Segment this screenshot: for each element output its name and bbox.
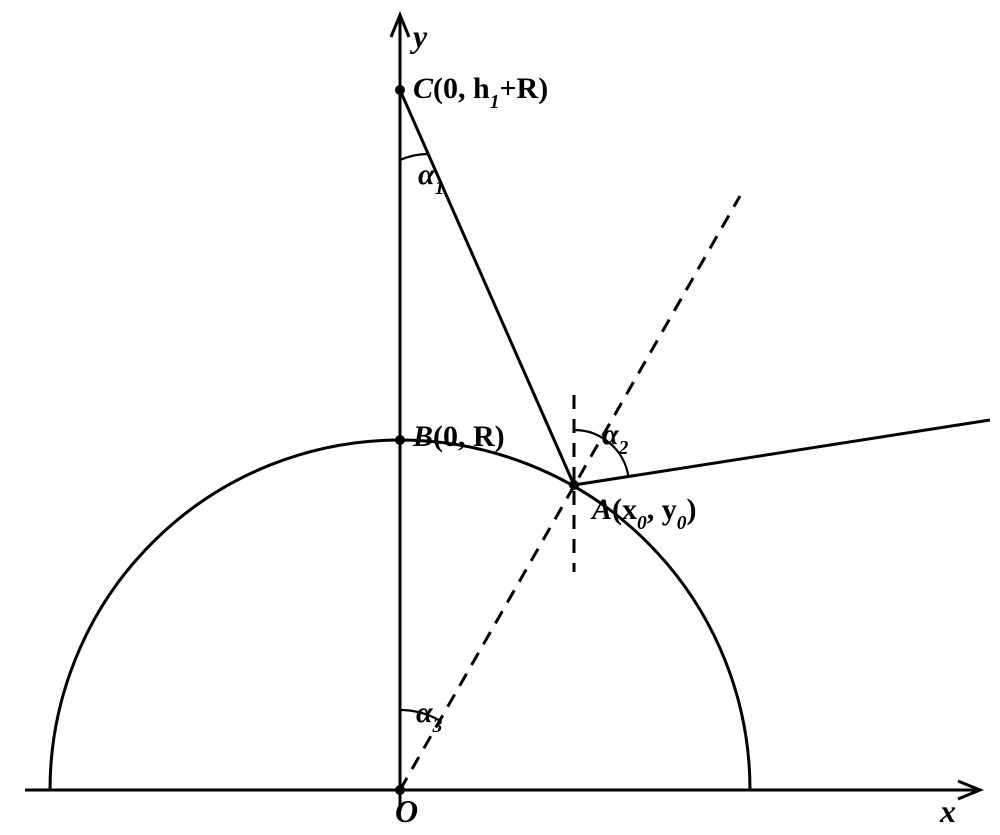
point-A (569, 480, 579, 490)
diagram-svg (0, 0, 1000, 835)
dashed-OA_normal (400, 196, 740, 790)
diagram-stage: yxOC(0, h1+R)B(0, R)A(x0, y0)α1α2α3 (0, 0, 1000, 835)
point-O (395, 785, 405, 795)
angle-arc-a3 (400, 710, 440, 721)
ray-A_outgoing (574, 420, 990, 485)
point-B (395, 435, 405, 445)
ray-CA (400, 90, 574, 485)
point-C (395, 85, 405, 95)
angle-arc-a1 (400, 154, 428, 160)
